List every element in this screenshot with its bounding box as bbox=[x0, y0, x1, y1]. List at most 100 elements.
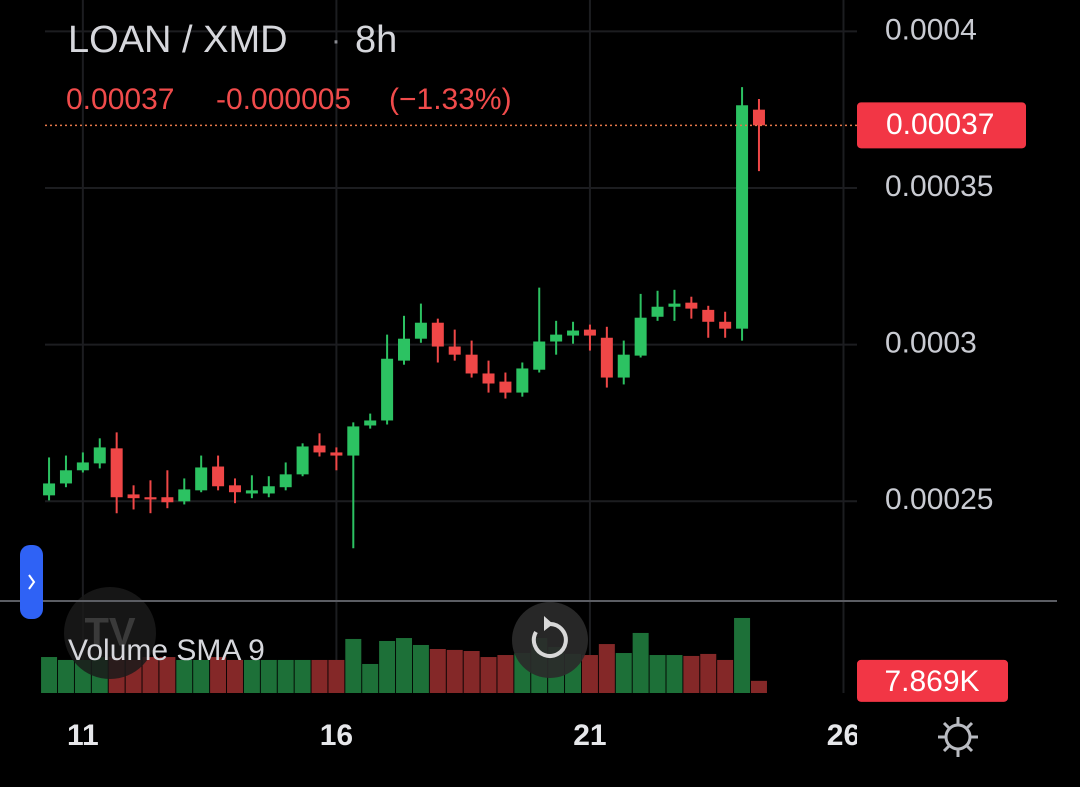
volume-bar bbox=[683, 655, 700, 693]
volume-bar bbox=[412, 644, 429, 693]
candle-body bbox=[144, 497, 157, 500]
symbol-title: LOAN / XMD bbox=[68, 19, 288, 61]
candle-body bbox=[567, 330, 580, 336]
volume-tag bbox=[857, 659, 1008, 702]
candle-body bbox=[685, 302, 698, 309]
volume-bar bbox=[396, 638, 413, 693]
candle-body bbox=[516, 368, 529, 393]
candle-body bbox=[364, 420, 377, 426]
price-change-percent: (−1.33%) bbox=[389, 83, 512, 116]
candle-body bbox=[330, 452, 343, 456]
volume-bar bbox=[429, 649, 446, 693]
settings-button[interactable] bbox=[938, 717, 978, 757]
x-tick-label: 21 bbox=[573, 719, 606, 752]
axes: 11 16 21 26 bbox=[67, 719, 860, 752]
reset-icon-arrow bbox=[544, 616, 553, 631]
volume-bar bbox=[142, 657, 159, 693]
volume-bar bbox=[41, 657, 58, 693]
volume-legend: Volume SMA 9 bbox=[68, 634, 265, 667]
reset-button[interactable] bbox=[512, 602, 588, 678]
watermark-logo bbox=[64, 587, 156, 679]
candle-body bbox=[212, 466, 225, 487]
x-tick-label: 26 bbox=[827, 719, 860, 752]
candle-body bbox=[228, 485, 241, 493]
y-tick-label: 0.00035 bbox=[885, 170, 993, 203]
candle-body bbox=[482, 373, 495, 384]
volume-bar bbox=[615, 653, 632, 693]
volume-bar bbox=[632, 632, 649, 693]
volume-bar bbox=[700, 653, 717, 693]
last-price-tag-label: 0.00037 bbox=[886, 108, 994, 141]
volume-bar bbox=[159, 657, 176, 693]
volume-bar bbox=[226, 659, 243, 693]
volume-bar bbox=[666, 655, 683, 693]
volume-bar bbox=[210, 657, 227, 693]
candle-body bbox=[110, 448, 123, 498]
candle-body bbox=[279, 474, 292, 488]
last-price-tag bbox=[857, 102, 1026, 149]
candle-body bbox=[465, 354, 478, 374]
y-tick-label: 0.0004 bbox=[885, 13, 977, 46]
volume-bar bbox=[497, 655, 514, 693]
candles bbox=[43, 87, 765, 549]
volume-bar bbox=[193, 659, 210, 693]
candle-body bbox=[719, 321, 732, 329]
volume-bar bbox=[176, 659, 193, 693]
side-tab[interactable] bbox=[20, 545, 43, 619]
candle-body bbox=[583, 329, 596, 336]
candle-body bbox=[161, 497, 174, 503]
interval: 8h bbox=[355, 19, 397, 61]
candle-body bbox=[195, 467, 208, 491]
candle-body bbox=[93, 447, 106, 464]
volume-bar bbox=[294, 659, 311, 693]
candle-body bbox=[76, 462, 89, 471]
candle-body bbox=[127, 494, 140, 499]
candle-body bbox=[313, 445, 326, 453]
reset-icon bbox=[531, 622, 568, 658]
candle-body bbox=[59, 470, 72, 484]
volume-bar bbox=[446, 649, 463, 693]
volume-bar bbox=[362, 663, 379, 693]
candle-body bbox=[398, 338, 411, 361]
last-price: 0.00037 bbox=[66, 83, 174, 116]
settings-icon-teeth bbox=[938, 717, 978, 757]
candle-body bbox=[43, 483, 56, 496]
volume-bar bbox=[480, 657, 497, 693]
candle-body bbox=[245, 490, 258, 494]
candle-body bbox=[600, 337, 613, 378]
candle-body bbox=[414, 322, 427, 339]
candle-body bbox=[448, 346, 461, 355]
candle-body bbox=[702, 309, 715, 322]
volume-bar bbox=[717, 659, 734, 693]
volume-bar bbox=[243, 659, 260, 693]
candle-body bbox=[651, 306, 664, 317]
volume-bar bbox=[750, 680, 767, 693]
candle-body bbox=[668, 303, 681, 307]
volume-bar bbox=[260, 659, 277, 693]
candle-body bbox=[736, 105, 749, 329]
candle-body bbox=[431, 322, 444, 347]
candle-body bbox=[533, 341, 546, 370]
y-tick-label: 0.0003 bbox=[885, 327, 977, 360]
candle-body bbox=[381, 358, 394, 421]
candle-body bbox=[550, 334, 563, 342]
separator-dot: · bbox=[331, 24, 341, 57]
volume-tag-label: 7.869K bbox=[884, 665, 979, 698]
volume-bar bbox=[598, 644, 615, 693]
volume-bar bbox=[379, 640, 396, 693]
settings-icon bbox=[944, 723, 972, 751]
candle-body bbox=[634, 317, 647, 356]
candle-body bbox=[499, 381, 512, 393]
y-tick-label: 0.00025 bbox=[885, 483, 993, 516]
volume-bar bbox=[463, 651, 480, 693]
candle-body bbox=[178, 489, 191, 502]
volume-bar bbox=[581, 655, 598, 693]
volume-bar bbox=[328, 659, 345, 693]
candle-body bbox=[617, 354, 630, 378]
side-tab-icon bbox=[28, 574, 36, 590]
price-change: -0.000005 bbox=[216, 83, 351, 116]
volume-bar bbox=[345, 638, 362, 693]
volume-bar bbox=[277, 659, 294, 693]
